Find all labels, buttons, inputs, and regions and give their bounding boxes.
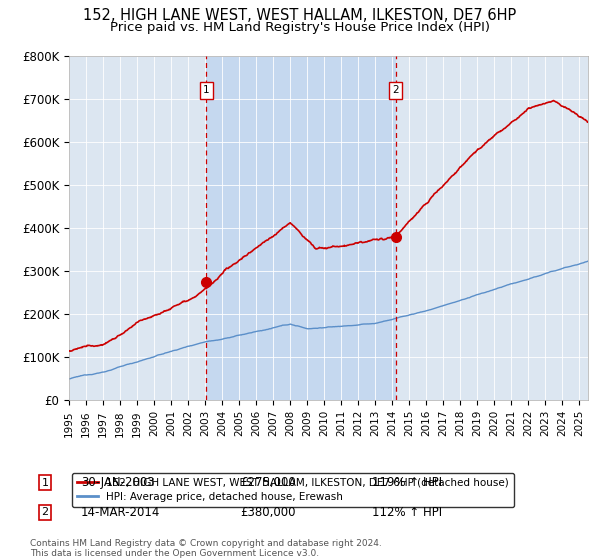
Bar [206, 56, 396, 400]
Text: Price paid vs. HM Land Registry's House Price Index (HPI): Price paid vs. HM Land Registry's House … [110, 21, 490, 34]
Text: 1: 1 [203, 86, 210, 95]
Text: 2: 2 [41, 507, 49, 517]
Text: 152, HIGH LANE WEST, WEST HALLAM, ILKESTON, DE7 6HP: 152, HIGH LANE WEST, WEST HALLAM, ILKEST… [83, 8, 517, 24]
Text: 112% ↑ HPI: 112% ↑ HPI [372, 506, 442, 519]
Text: Contains HM Land Registry data © Crown copyright and database right 2024.
This d: Contains HM Land Registry data © Crown c… [30, 539, 382, 558]
Text: 2: 2 [392, 86, 399, 95]
Text: 1: 1 [41, 478, 49, 488]
Text: £380,000: £380,000 [240, 506, 296, 519]
Legend: 152, HIGH LANE WEST, WEST HALLAM, ILKESTON, DE7 6HP (detached house), HPI: Avera: 152, HIGH LANE WEST, WEST HALLAM, ILKEST… [71, 473, 514, 507]
Text: £275,000: £275,000 [240, 476, 296, 489]
Text: 30-JAN-2003: 30-JAN-2003 [81, 476, 155, 489]
Text: 14-MAR-2014: 14-MAR-2014 [81, 506, 160, 519]
Text: 119% ↑ HPI: 119% ↑ HPI [372, 476, 442, 489]
